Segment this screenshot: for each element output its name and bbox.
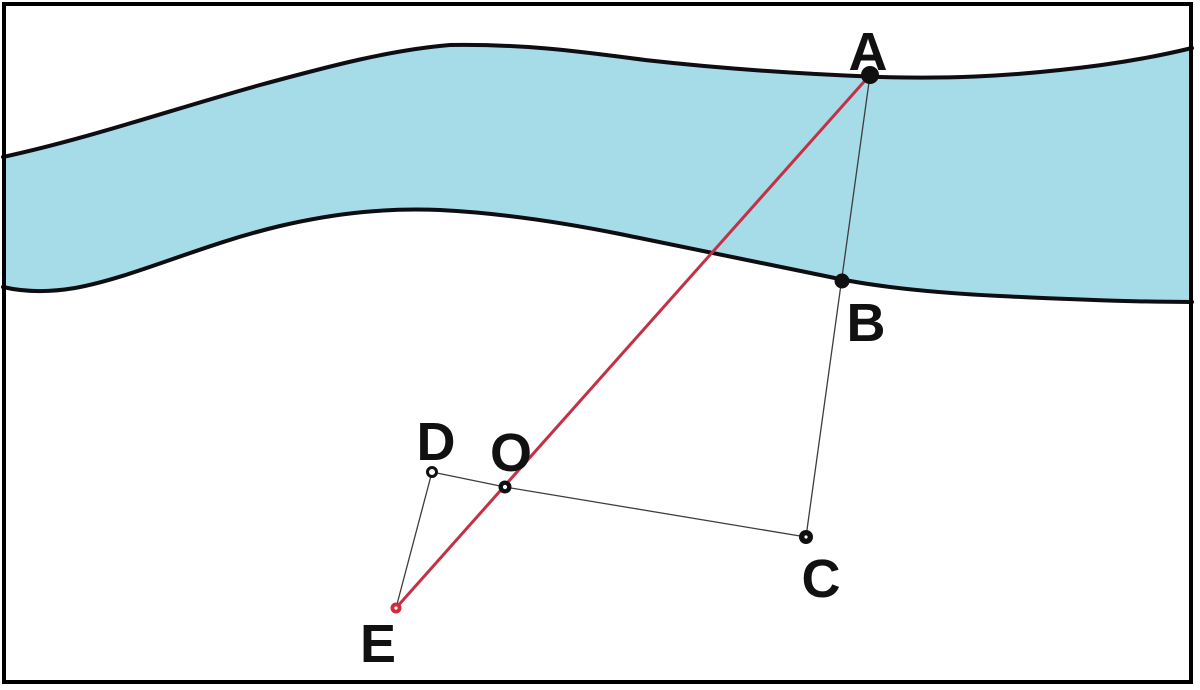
label-C: C xyxy=(802,549,841,609)
point-O-center xyxy=(502,484,508,490)
point-A-marker xyxy=(861,66,879,84)
label-D: D xyxy=(417,412,456,472)
segment-A-C xyxy=(805,74,871,538)
segment-O-C xyxy=(504,486,807,538)
river xyxy=(3,44,1192,303)
sight-line-A-E xyxy=(394,73,872,610)
segment-D-O xyxy=(431,471,506,488)
river-bottom-bank xyxy=(1,207,1194,304)
point-D-marker xyxy=(426,466,438,478)
label-A: A xyxy=(849,22,888,82)
point-E-center xyxy=(394,606,398,610)
label-B: B xyxy=(847,293,886,353)
label-E: E xyxy=(360,614,396,674)
label-O: O xyxy=(490,423,532,483)
point-C-center xyxy=(804,535,808,539)
segment-D-E xyxy=(395,471,433,609)
river-top-bank xyxy=(1,42,1194,159)
point-B-marker xyxy=(834,273,850,289)
